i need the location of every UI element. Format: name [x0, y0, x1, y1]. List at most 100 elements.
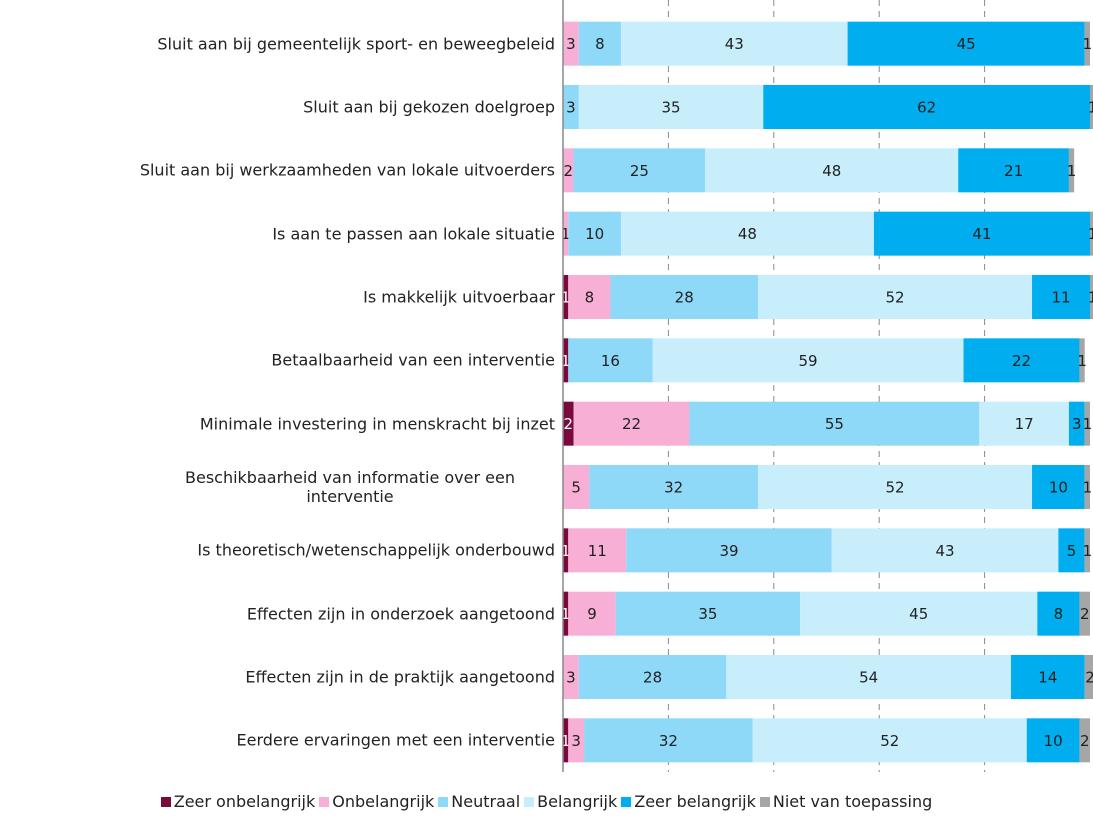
- bar-segment: [1084, 528, 1090, 573]
- bar-segment: [578, 21, 621, 66]
- bar-segment: [1026, 718, 1080, 763]
- data-label: 1: [561, 542, 571, 560]
- data-label: 1: [1088, 99, 1093, 117]
- data-label: 17: [1015, 415, 1034, 433]
- data-label: 52: [885, 479, 904, 497]
- data-label: 2: [1085, 669, 1093, 687]
- bar-segment: [584, 718, 753, 763]
- data-label: 14: [1038, 669, 1057, 687]
- bar-segment: [763, 85, 1090, 129]
- bar-segment: [757, 465, 1033, 509]
- data-label: 1: [1088, 225, 1093, 243]
- data-label: 1: [561, 352, 571, 370]
- data-label: 48: [738, 225, 757, 243]
- legend-label: Zeer belangrijk: [634, 792, 756, 811]
- data-label: 16: [601, 352, 620, 370]
- data-label: 11: [588, 542, 607, 560]
- bar-segment: [620, 211, 874, 256]
- legend: Zeer onbelangrijk Onbelangrijk Neutraal Bel…: [0, 792, 1093, 811]
- data-label: 5: [1067, 542, 1077, 560]
- bar-segment: [958, 148, 1069, 193]
- data-label: 52: [885, 289, 904, 307]
- bar-segment: [563, 528, 569, 573]
- legend-item: Onbelangrijk: [319, 792, 434, 811]
- bar-segment: [563, 338, 569, 383]
- data-label: 9: [587, 605, 597, 623]
- bar-segment: [578, 85, 764, 129]
- bar-segment: [1068, 401, 1085, 446]
- bar-segment: [689, 401, 980, 446]
- data-label: 1: [1077, 352, 1087, 370]
- data-label: 3: [571, 732, 581, 750]
- data-label: 1: [561, 289, 571, 307]
- data-label: 48: [822, 162, 841, 180]
- bar-segment: [626, 528, 832, 573]
- legend-swatch: [438, 797, 449, 807]
- data-label: 32: [659, 732, 678, 750]
- category-label: Eerdere ervaringen met een interventie: [236, 730, 556, 750]
- legend-label: Niet van toepassing: [772, 792, 933, 811]
- category-label: Beschikbaarheid van informatie over een …: [185, 468, 515, 506]
- data-label: 8: [595, 35, 605, 53]
- data-label: 1: [1088, 289, 1093, 307]
- category-label: Sluit aan bij gekozen doelgroep: [303, 97, 555, 117]
- bar-segment: [1090, 275, 1093, 319]
- data-label: 59: [799, 352, 818, 370]
- bar-segment: [757, 275, 1033, 319]
- data-label: 2: [1080, 732, 1090, 750]
- bar-segment: [1084, 655, 1093, 699]
- data-label: 5: [571, 479, 581, 497]
- data-label: 28: [675, 289, 694, 307]
- data-label: 35: [698, 605, 717, 623]
- category-label: Effecten zijn in de praktijk aangetoond: [245, 667, 555, 687]
- data-label: 21: [1004, 162, 1023, 180]
- bar-segment: [563, 148, 574, 193]
- data-label: 3: [566, 35, 576, 53]
- category-label: Is theoretisch/wetenschappelijk onderbou…: [197, 540, 555, 560]
- legend-item: Niet van toepassing: [759, 792, 933, 811]
- bar-segment: [615, 591, 801, 636]
- legend-swatch: [621, 797, 632, 807]
- data-label: 45: [957, 35, 976, 53]
- bar-segment: [1032, 275, 1090, 319]
- data-label: 3: [566, 99, 576, 117]
- legend-label: Onbelangrijk: [332, 792, 435, 811]
- bar-segment: [1037, 591, 1080, 636]
- data-label: 10: [1044, 732, 1063, 750]
- category-label: Is aan te passen aan lokale situatie: [272, 224, 555, 244]
- data-label: 32: [664, 479, 683, 497]
- bar-segment: [1010, 655, 1085, 699]
- data-label: 45: [909, 605, 928, 623]
- category-label: Sluit aan bij gemeentelijk sport- en bew…: [157, 34, 555, 54]
- data-label: 11: [1051, 289, 1070, 307]
- bar-segment: [568, 591, 616, 636]
- data-label: 1: [1067, 162, 1077, 180]
- bar-segment: [726, 655, 1011, 699]
- bar-segment: [568, 211, 621, 256]
- data-label: 39: [719, 542, 738, 560]
- bar-segment: [1084, 21, 1090, 66]
- bar-segment: [1032, 465, 1085, 509]
- bar-segment: [568, 718, 585, 763]
- bar-segment: [573, 148, 706, 193]
- data-label: 52: [880, 732, 899, 750]
- legend-item: Belangrijk: [524, 792, 617, 811]
- data-label: 1: [561, 605, 571, 623]
- bar-segment: [1090, 211, 1093, 256]
- bar-segment: [1079, 338, 1085, 383]
- bar-segment: [563, 591, 569, 636]
- bar-segment: [610, 275, 758, 319]
- bar-segment: [563, 21, 579, 66]
- data-label: 28: [643, 669, 662, 687]
- bar-segment: [568, 528, 627, 573]
- data-label: 25: [630, 162, 649, 180]
- bar-segment: [1058, 528, 1085, 573]
- data-label: 22: [622, 415, 641, 433]
- data-label: 2: [563, 162, 573, 180]
- legend-item: Zeer belangrijk: [621, 792, 756, 811]
- data-label: 10: [1049, 479, 1068, 497]
- bar-segment: [563, 211, 569, 256]
- bar-segment: [1084, 401, 1090, 446]
